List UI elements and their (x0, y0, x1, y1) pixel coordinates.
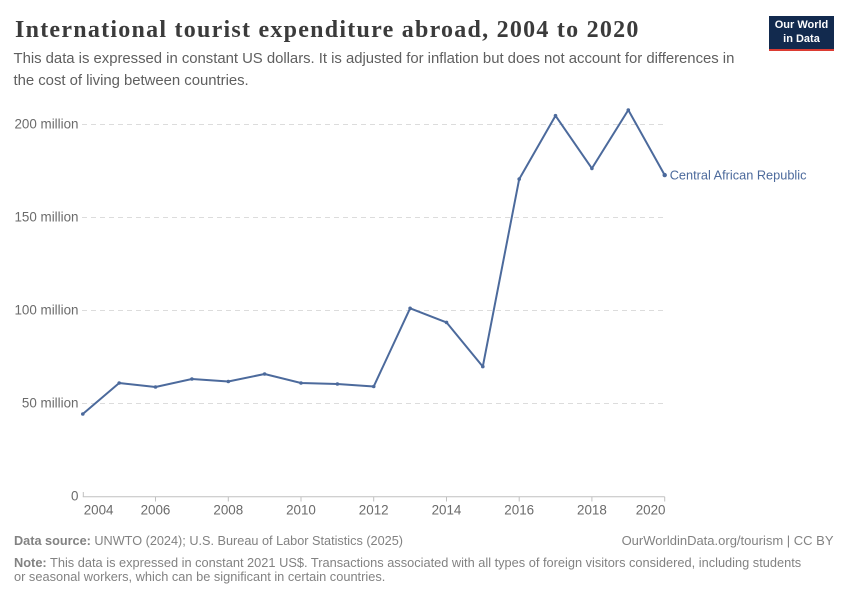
svg-text:2008: 2008 (213, 503, 243, 518)
svg-text:2014: 2014 (432, 503, 462, 518)
svg-text:0: 0 (71, 489, 78, 504)
svg-text:2010: 2010 (286, 503, 316, 518)
svg-text:200 million: 200 million (14, 116, 78, 131)
svg-text:50 million: 50 million (22, 395, 79, 410)
svg-text:150 million: 150 million (14, 209, 78, 224)
svg-text:2004: 2004 (84, 503, 114, 518)
svg-text:2016: 2016 (504, 503, 534, 518)
svg-text:100 million: 100 million (14, 302, 78, 317)
svg-text:2006: 2006 (141, 503, 171, 518)
svg-text:2018: 2018 (577, 503, 607, 518)
svg-text:Central African Republic: Central African Republic (670, 168, 807, 183)
svg-text:2012: 2012 (359, 503, 389, 518)
svg-text:2020: 2020 (636, 503, 666, 518)
